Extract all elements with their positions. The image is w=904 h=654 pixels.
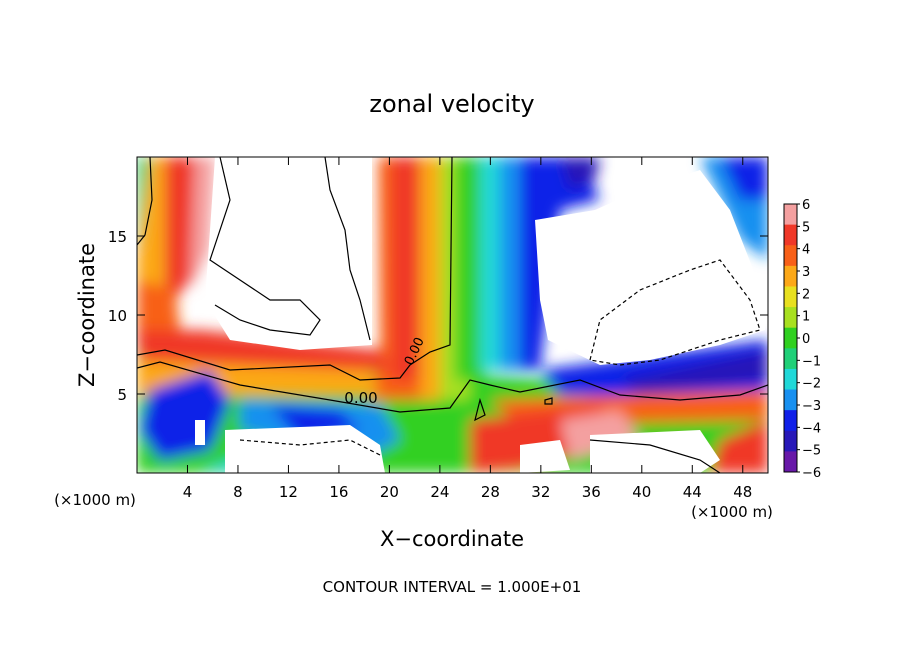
colorbar-label: 2 <box>802 287 810 302</box>
y-axis: 5 10 15 <box>108 228 768 404</box>
colorbar-swatch <box>784 204 797 226</box>
x-tick-label: 28 <box>481 483 500 501</box>
chart-title: zonal velocity <box>369 90 534 118</box>
x-unit-right: (×1000 m) <box>691 503 773 521</box>
white-regions <box>195 157 765 473</box>
colorbar-label: 0 <box>802 332 810 347</box>
x-axis: 4 8 12 16 20 24 28 32 36 40 44 48 <box>183 157 752 501</box>
colorbar-label: 3 <box>802 265 810 280</box>
x-tick-label: 8 <box>233 483 243 501</box>
colorbar-swatch <box>784 224 797 246</box>
y-tick-label: 15 <box>108 228 127 246</box>
colorbar-swatch <box>784 265 797 287</box>
colorbar-swatch <box>784 286 797 308</box>
colorbar-label: 5 <box>802 220 810 235</box>
x-tick-label: 48 <box>733 483 752 501</box>
x-tick-label: 12 <box>279 483 298 501</box>
colorbar: 6 5 4 3 2 1 0 −1 −2 −3 −4 −5 −6 <box>783 198 821 481</box>
x-unit-left: (×1000 m) <box>54 491 136 509</box>
contour-interval-footer: CONTOUR INTERVAL = 1.000E+01 <box>323 578 582 596</box>
colorbar-swatch <box>784 327 797 349</box>
colorbar-label: −6 <box>802 466 821 481</box>
colorbar-label: 6 <box>802 198 810 213</box>
colorbar-label: −2 <box>802 377 821 392</box>
colorbar-swatch <box>784 348 797 370</box>
colorbar-swatch <box>784 368 797 391</box>
x-tick-label: 24 <box>430 483 449 501</box>
contour-lines <box>137 157 768 473</box>
colorbar-swatch <box>784 451 797 473</box>
colorbar-label: 1 <box>802 310 810 325</box>
x-tick-label: 16 <box>329 483 348 501</box>
x-tick-label: 40 <box>632 483 651 501</box>
colorbar-label: 4 <box>802 243 810 258</box>
x-tick-label: 44 <box>683 483 702 501</box>
colorbar-label: −4 <box>802 421 821 436</box>
y-tick-label: 5 <box>117 386 127 404</box>
y-tick-label: 10 <box>108 307 127 325</box>
x-tick-label: 36 <box>582 483 601 501</box>
x-tick-label: 32 <box>531 483 550 501</box>
x-axis-label: X−coordinate <box>380 527 524 551</box>
y-axis-label: Z−coordinate <box>75 243 99 387</box>
contour-label: 0.00 <box>344 389 377 407</box>
colorbar-label: −5 <box>802 444 821 459</box>
plot-area <box>137 157 768 473</box>
x-tick-label: 4 <box>183 483 193 501</box>
colorbar-swatch <box>784 245 797 267</box>
colorbar-swatch <box>784 389 797 411</box>
colorbar-swatch <box>784 307 797 329</box>
x-tick-label: 20 <box>380 483 399 501</box>
colorbar-label: −3 <box>802 399 821 414</box>
colorbar-swatch <box>784 410 797 432</box>
colorbar-swatch <box>784 430 797 452</box>
colorbar-label: −1 <box>802 354 821 369</box>
